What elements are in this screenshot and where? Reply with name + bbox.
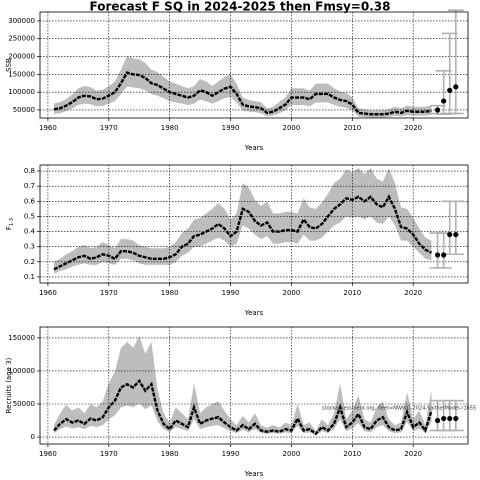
y-tick-label: 0.4 [24, 228, 36, 236]
y-tick-label: 250000 [8, 35, 35, 43]
x-tick-label: 1960 [39, 124, 57, 132]
x-tick-label: 1980 [161, 289, 179, 297]
confidence-band [54, 335, 432, 436]
x-axis-label: Years [244, 470, 264, 478]
y-tick-label: 300000 [8, 17, 35, 25]
x-tick-label: 1980 [161, 450, 179, 458]
x-tick-label: 1970 [100, 289, 118, 297]
y-axis-label: F1-3 [5, 218, 15, 230]
y-tick-label: 0.1 [24, 273, 35, 281]
confidence-band [54, 168, 432, 274]
y-tick-label: 0.7 [24, 182, 35, 190]
x-tick-label: 1990 [222, 124, 240, 132]
plot-frame [39, 326, 469, 445]
x-tick-label: 2010 [343, 124, 361, 132]
y-tick-label: 0.6 [24, 197, 36, 205]
y-tick-label: 150000 [8, 70, 35, 78]
forecast-point [447, 231, 453, 238]
x-axis-label: Years [244, 309, 264, 317]
x-tick-label: 2020 [404, 450, 422, 458]
forecast-point [441, 98, 447, 104]
y-tick-label: 0.2 [24, 258, 35, 266]
x-tick-label: 1960 [39, 450, 57, 458]
forecast-point [447, 87, 453, 93]
x-tick-label: 2020 [404, 124, 422, 132]
y-tick-label: 0 [31, 433, 35, 441]
estimate-line [53, 71, 432, 116]
forecast-point [453, 415, 459, 422]
forecast-point [447, 415, 453, 422]
y-tick-label: 0.8 [24, 167, 35, 175]
x-tick-label: 1970 [100, 450, 118, 458]
y-tick-label: 50000 [13, 400, 35, 408]
estimate-line [53, 378, 433, 436]
y-axis-label: Recruits (age 3) [5, 357, 13, 413]
confidence-band [54, 55, 432, 118]
y-tick-label: 150000 [8, 334, 35, 342]
plot-frame [39, 164, 469, 284]
forecast-point [441, 252, 447, 258]
y-tick-label: 0.3 [24, 243, 35, 251]
plot-frame [39, 11, 469, 119]
forecast-point [441, 415, 447, 422]
x-tick-label: 1990 [222, 450, 240, 458]
x-tick-label: 1980 [161, 124, 179, 132]
estimate-line [53, 194, 433, 271]
y-tick-label: 200000 [8, 53, 35, 61]
x-tick-label: 2010 [343, 450, 361, 458]
x-tick-label: 2020 [404, 289, 422, 297]
y-tick-label: 100000 [8, 88, 35, 96]
x-tick-label: 2000 [283, 124, 301, 132]
y-axis-label-subscript: 1-3 [9, 218, 15, 226]
y-tick-label: 100000 [8, 367, 35, 375]
x-tick-label: 1990 [222, 289, 240, 297]
y-tick-label: 0.5 [24, 212, 35, 220]
y-tick-label: 50000 [13, 106, 35, 114]
forecast-point [434, 107, 441, 113]
x-tick-label: 2000 [283, 450, 301, 458]
forecast-point [434, 252, 441, 258]
forecast-point [453, 84, 459, 90]
x-tick-label: 1970 [100, 124, 118, 132]
y-axis-label: SSB [5, 58, 13, 72]
x-tick-label: 2010 [343, 289, 361, 297]
forecast-point [453, 231, 459, 238]
x-tick-label: 2000 [283, 289, 301, 297]
annotation: stockassessment.org, fleet=NWWG-2024-Sai… [322, 406, 476, 412]
x-tick-label: 1960 [39, 289, 57, 297]
chart-title: Forecast F SQ in 2024-2025 then Fmsy=0.3… [90, 0, 391, 14]
x-axis-label: Years [244, 144, 264, 152]
forecast-point [434, 417, 441, 424]
